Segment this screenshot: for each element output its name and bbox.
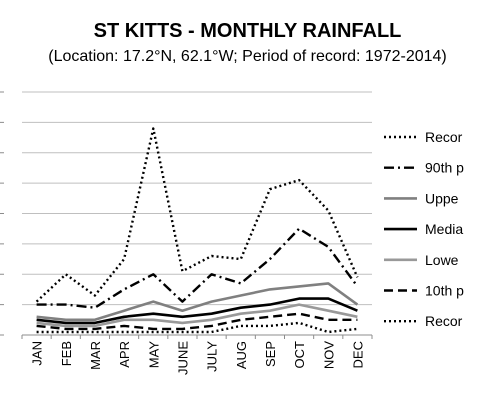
x-tick-label: NOV	[321, 341, 336, 370]
series-line-4	[36, 297, 358, 325]
series-line-1	[35, 127, 359, 303]
x-tick-label: APR	[117, 341, 132, 368]
series-line-3	[36, 282, 359, 322]
x-tick-label: MAR	[88, 341, 103, 370]
legend-label-5: Lowe	[425, 252, 459, 268]
series-line-2	[36, 227, 359, 309]
x-tick-label: FEB	[59, 341, 74, 366]
x-tick-label: SEP	[263, 341, 278, 367]
series-line-7	[36, 321, 358, 334]
series-line-6	[36, 312, 358, 331]
x-axis: JAN FEB MAR APR MAY JUNE JULY AUG SEP OCT NOV DEC	[0, 91, 373, 375]
legend-label-7: Recor	[425, 313, 463, 329]
legend: Recor 90th p Uppe Media Lowe 10th p Recor	[384, 129, 464, 329]
legend-label-1: Recor	[425, 129, 463, 145]
chart-title: ST KITTS - MONTHLY RAINFALL	[93, 20, 402, 42]
x-tick-label: AUG	[234, 341, 249, 369]
legend-label-3: Uppe	[425, 190, 459, 206]
x-tick-label: OCT	[292, 341, 307, 369]
x-tick-label: JULY	[205, 341, 220, 372]
legend-label-4: Media	[425, 221, 463, 237]
legend-label-6: 10th p	[425, 283, 464, 299]
series-line-5	[36, 303, 358, 328]
x-tick-label: MAY	[146, 341, 161, 369]
series-lines	[35, 127, 359, 334]
legend-label-2: 90th p	[425, 160, 464, 176]
x-tick-label: DEC	[350, 341, 365, 368]
x-tick-label: JUNE	[175, 341, 190, 375]
chart-subtitle: (Location: 17.2°N, 62.1°W; Period of rec…	[48, 48, 447, 65]
gridlines	[22, 91, 372, 306]
x-tick-label: JAN	[30, 341, 45, 366]
